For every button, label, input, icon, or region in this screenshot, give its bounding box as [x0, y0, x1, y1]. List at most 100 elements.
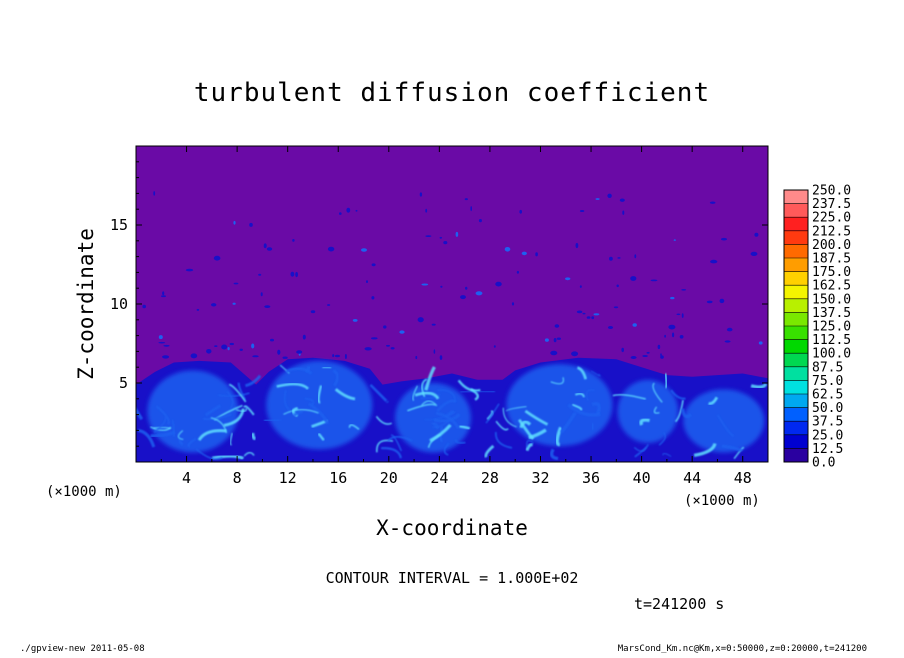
patch — [214, 345, 218, 347]
colorbar-label: 162.5 — [812, 279, 851, 294]
patch — [754, 232, 759, 237]
streak — [204, 404, 221, 417]
patch — [681, 313, 684, 318]
streak — [652, 382, 663, 403]
patch — [607, 193, 612, 198]
turbulence-field — [136, 191, 768, 462]
x-tick-label: 48 — [734, 469, 752, 487]
x-tick-label: 16 — [329, 469, 347, 487]
x-tick-label: 36 — [582, 469, 600, 487]
patch — [252, 355, 259, 358]
patch — [591, 316, 595, 320]
patch — [521, 251, 527, 256]
colorbar-label: 25.0 — [812, 428, 843, 443]
patch — [327, 304, 331, 306]
streak — [243, 451, 255, 457]
streak — [317, 385, 323, 404]
colorbar-label: 12.5 — [812, 442, 843, 457]
streak — [375, 415, 393, 425]
patch — [162, 291, 165, 296]
streak — [251, 432, 256, 441]
colorbar-swatch — [784, 203, 808, 218]
streak — [223, 408, 245, 427]
colorbar-swatch — [784, 339, 808, 354]
patch — [371, 263, 376, 267]
x-axis-title: X-coordinate — [376, 516, 528, 540]
patch — [679, 335, 684, 339]
streak — [171, 419, 176, 437]
streak — [177, 430, 184, 440]
streak — [567, 403, 601, 417]
patch — [630, 276, 637, 281]
streak — [137, 428, 156, 448]
patch — [334, 354, 341, 358]
patch — [721, 237, 727, 241]
patch — [681, 289, 687, 291]
patch — [642, 355, 648, 357]
patch — [399, 330, 405, 334]
patch — [493, 345, 496, 348]
streak — [484, 444, 495, 458]
streak — [195, 448, 223, 460]
patch — [535, 252, 538, 257]
streak — [412, 385, 419, 402]
streak — [211, 454, 245, 461]
colorbar-swatch — [784, 366, 808, 381]
streak — [304, 397, 315, 406]
patch — [302, 334, 306, 340]
patch — [556, 337, 562, 340]
patch — [511, 302, 515, 306]
patch — [460, 295, 466, 300]
patch — [425, 208, 428, 213]
patch — [660, 355, 664, 359]
patch — [221, 344, 228, 350]
patch — [619, 198, 625, 202]
colorbar-label: 87.5 — [812, 360, 843, 375]
streak — [470, 388, 480, 401]
patch — [383, 325, 387, 329]
patch — [213, 255, 221, 261]
streak — [237, 382, 247, 401]
streak — [187, 437, 197, 448]
streak — [590, 370, 601, 377]
patch — [710, 259, 718, 264]
patch — [344, 354, 347, 359]
streak — [653, 406, 660, 414]
chart-title: turbulent diffusion coefficient — [194, 78, 710, 108]
colorbar-swatch — [784, 217, 808, 232]
streak — [495, 420, 509, 431]
patch — [439, 355, 443, 360]
streak — [457, 379, 481, 392]
patch — [153, 191, 156, 196]
colorbar-label: 0.0 — [812, 456, 835, 471]
patch — [504, 247, 511, 252]
patch — [355, 209, 358, 212]
patch — [332, 354, 335, 358]
patch — [227, 347, 230, 351]
y-tick-label: 5 — [119, 374, 128, 392]
patch — [327, 246, 335, 252]
streak — [308, 402, 329, 425]
patch — [750, 251, 758, 256]
patch — [613, 306, 619, 309]
streak — [210, 417, 228, 434]
patch — [475, 291, 483, 296]
streak — [276, 382, 309, 390]
footer-right: MarsCond_Km.nc@Km,x=0:50000,z=0:20000,t=… — [618, 644, 867, 654]
patch — [263, 243, 267, 249]
colorbar-swatch — [784, 285, 808, 300]
colorbar-label: 112.5 — [812, 333, 851, 348]
patch — [425, 235, 432, 238]
colorbar-swatch — [784, 353, 808, 368]
streak — [420, 393, 441, 400]
patch — [632, 323, 637, 327]
streak — [525, 442, 533, 452]
streak — [436, 399, 457, 412]
patch — [621, 347, 624, 353]
colorbar-label: 212.5 — [812, 224, 851, 239]
streak — [197, 429, 227, 441]
colorbar-swatch — [784, 298, 808, 313]
x-axis-unit: (×1000 m) — [684, 493, 760, 509]
patch — [617, 257, 621, 259]
patch — [264, 305, 271, 308]
